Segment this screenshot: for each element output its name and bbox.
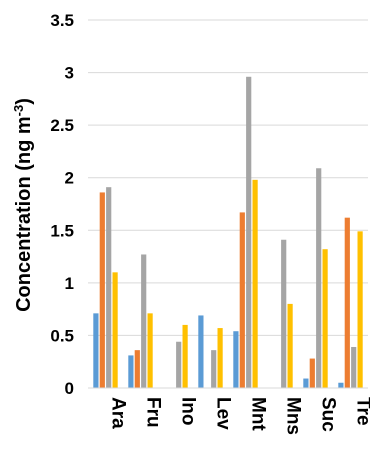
x-tick-label-suc: Suc (318, 397, 339, 432)
gridlines (88, 19, 368, 336)
y-axis-label: Concentration (ng m-3) (11, 98, 36, 312)
bar-mns-series-4 (287, 303, 293, 388)
bar-ara-series-1 (93, 313, 99, 388)
x-tick-label-lev: Lev (213, 397, 234, 430)
x-tick-label-fru: Fru (143, 397, 164, 428)
bar-mns-series-3 (281, 239, 287, 388)
bar-mnt-series-3 (246, 76, 252, 388)
bar-ara-series-2 (99, 192, 105, 388)
bar-ara-series-3 (106, 187, 112, 388)
x-tick-label-ino: Ino (178, 397, 199, 426)
x-tick-label-mns: Mns (283, 397, 304, 435)
y-tick-label: 2 (65, 169, 74, 188)
bar-suc-series-1 (303, 378, 309, 388)
bar-ino-series-3 (176, 341, 182, 388)
y-tick-label: 0 (65, 379, 74, 398)
y-tick-labels: 0 0.5 1 1.5 2 2.5 3 3.5 (50, 11, 74, 398)
bar-suc-series-3 (316, 168, 322, 388)
bars (93, 76, 363, 388)
bar-fru-series-4 (147, 313, 153, 388)
bar-fru-series-3 (141, 254, 147, 388)
x-tick-label-ara: Ara (108, 397, 129, 429)
y-tick-label: 3 (65, 64, 74, 83)
bar-tre-series-4 (357, 231, 363, 388)
bar-suc-series-4 (322, 249, 328, 388)
x-tick-label-mnt: Mnt (248, 397, 269, 431)
bar-ino-series-4 (182, 324, 188, 388)
bar-fru-series-1 (128, 355, 134, 388)
bar-tre-series-1 (338, 382, 344, 388)
y-tick-label: 1 (65, 274, 74, 293)
bar-tre-series-2 (344, 217, 350, 388)
y-tick-label: 2.5 (50, 116, 74, 135)
y-tick-label: 3.5 (50, 11, 74, 30)
bar-fru-series-2 (134, 350, 140, 388)
y-tick-label: 1.5 (50, 221, 74, 240)
bar-mnt-series-2 (239, 212, 245, 388)
bar-suc-series-2 (309, 358, 315, 388)
bar-lev-series-3 (211, 350, 217, 388)
bar-lev-series-4 (217, 328, 223, 388)
x-tick-labels: Ara Fru Ino Lev Mnt Mns Suc Tre (108, 397, 370, 435)
bar-tre-series-3 (351, 346, 357, 388)
bar-mnt-series-1 (233, 331, 239, 388)
x-tick-label-tre: Tre (353, 397, 370, 426)
bar-ara-series-4 (112, 272, 118, 388)
bar-lev-series-1 (198, 315, 204, 388)
y-tick-label: 0.5 (50, 326, 74, 345)
bar-mnt-series-4 (252, 179, 258, 388)
